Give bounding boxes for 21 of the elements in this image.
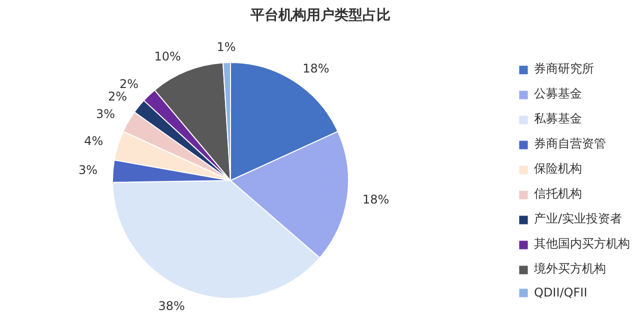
data-label: 38% [158, 298, 185, 313]
legend-label: 券商研究所 [534, 60, 594, 78]
legend-label: 信托机构 [534, 186, 582, 202]
legend-label: 保险机构 [534, 160, 582, 178]
legend-label: 公募基金 [534, 86, 582, 102]
legend-label: 境外买方机构 [534, 260, 606, 278]
legend-label: 私募基金 [534, 110, 582, 128]
chart-title: 平台机构用户类型占比 [250, 6, 390, 24]
legend-label: 其他国内买方机构 [534, 236, 630, 252]
legend-label: 券商自营资管 [534, 136, 606, 152]
data-label: 3% [96, 106, 116, 121]
data-label: 10% [154, 50, 181, 64]
legend-label: 产业/实业投资者 [534, 210, 622, 228]
data-label: 1% [216, 40, 236, 54]
data-label: 18% [302, 61, 330, 76]
legend-label: QDII/QFII [534, 286, 588, 300]
data-label: 18% [362, 192, 390, 206]
data-label: 4% [84, 134, 104, 148]
data-label: 3% [78, 162, 98, 177]
data-label: 2% [119, 76, 138, 91]
data-label: 2% [108, 89, 128, 104]
